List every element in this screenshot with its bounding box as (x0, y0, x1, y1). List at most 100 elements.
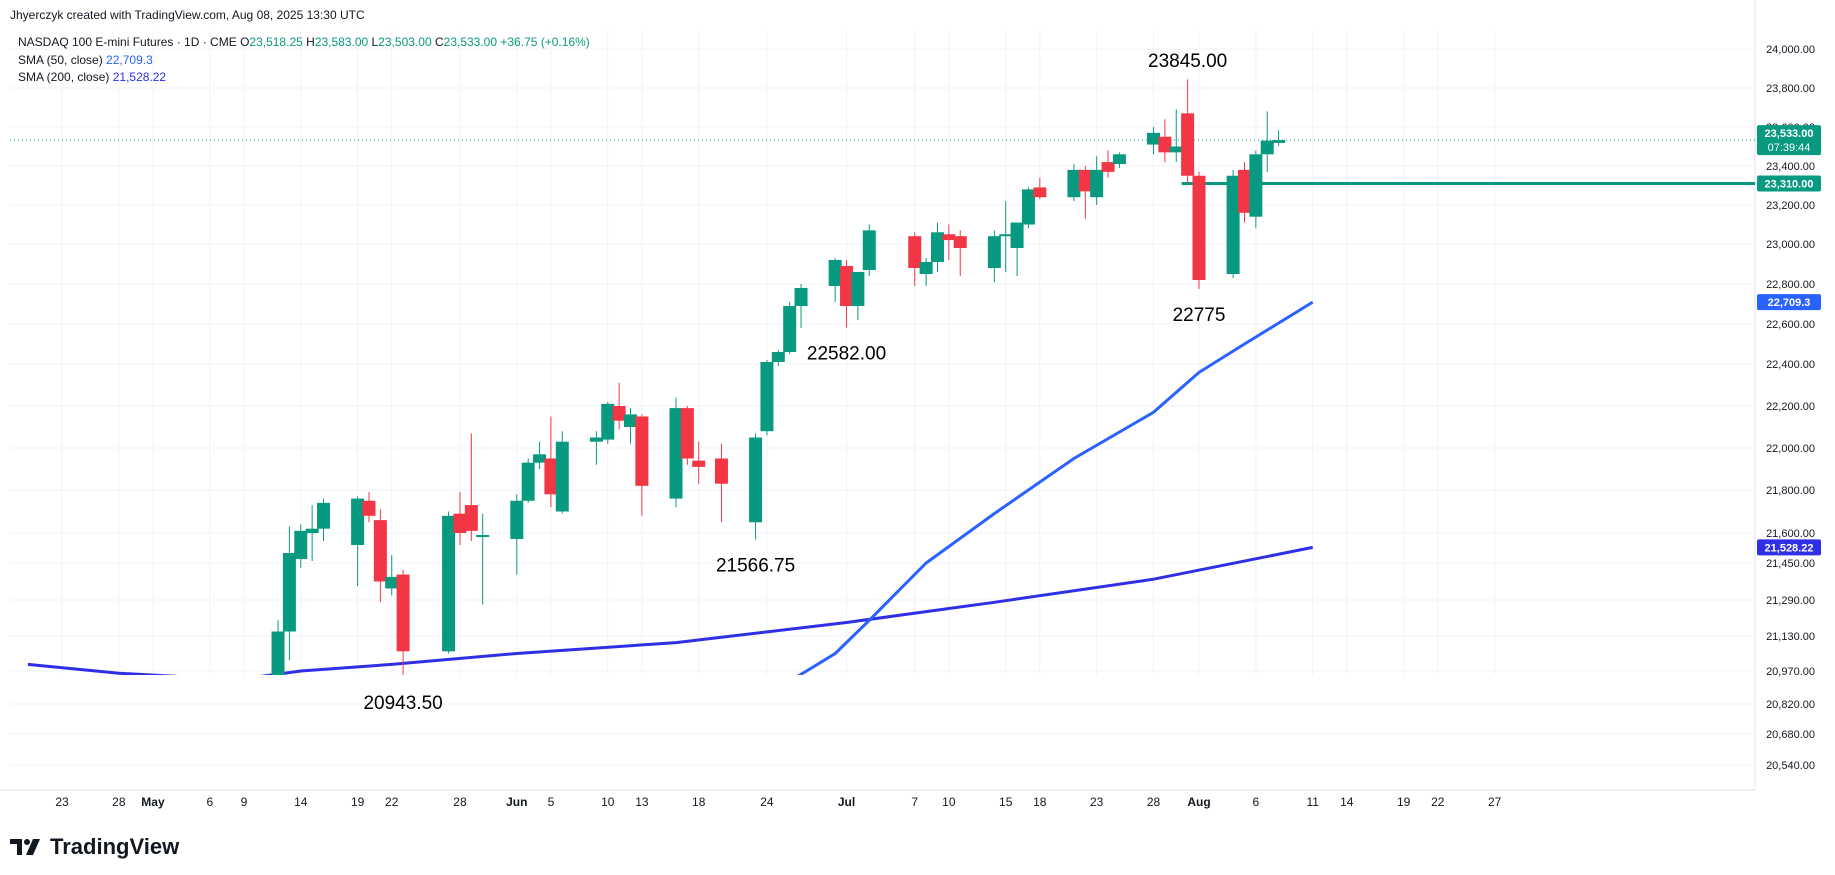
x-tick-label: 19 (1397, 795, 1411, 809)
x-tick-label: 23 (55, 795, 69, 809)
candle-body (510, 500, 524, 539)
tradingview-logo[interactable]: TradingView (10, 834, 179, 860)
candle-body (271, 631, 285, 675)
sma200-label: SMA (200, close) (18, 70, 110, 84)
x-tick-label: 5 (548, 795, 555, 809)
candle (1158, 119, 1172, 163)
candle (862, 224, 876, 276)
ohlc-open: O23,518.25 (240, 35, 303, 49)
candle-body (385, 576, 399, 589)
current-price-label: 23,533.00 07:39:44 (1757, 125, 1821, 156)
candle-body (669, 408, 683, 499)
ohlc-low: L23,503.00 (371, 35, 432, 49)
price-annotation: 23845.00 (1148, 51, 1227, 72)
candle-body (783, 306, 797, 352)
candle (305, 505, 319, 561)
y-tick-label: 23,000.00 (1766, 239, 1815, 251)
candle-body (1158, 136, 1172, 153)
x-tick-label: 28 (453, 795, 467, 809)
chart-credit: Jhyerczyk created with TradingView.com, … (10, 8, 365, 22)
candle-body (1226, 175, 1240, 274)
tradingview-logo-text: TradingView (50, 834, 180, 859)
y-tick-label: 21,450.00 (1766, 558, 1815, 570)
level-price-label-bg (1757, 175, 1821, 192)
candle-body (692, 460, 706, 467)
level-price-label-text: 23,310.00 (1765, 179, 1814, 191)
x-tick-label: 23 (1090, 795, 1104, 809)
y-tick-label: 20,540.00 (1766, 760, 1815, 772)
candle (851, 272, 865, 320)
candle (385, 555, 399, 596)
candle-body (1192, 175, 1206, 280)
candle-body (942, 234, 956, 241)
ohlc-high: H23,583.00 (306, 35, 369, 49)
candle (1237, 162, 1251, 223)
candle-body (601, 403, 615, 440)
price-annotation: 22582.00 (807, 344, 886, 365)
x-tick-label: 19 (351, 795, 365, 809)
candle (999, 201, 1013, 272)
candle-body (1112, 154, 1126, 165)
candle (680, 406, 694, 465)
x-tick-label: 22 (1431, 795, 1445, 809)
y-tick-label: 20,680.00 (1766, 729, 1815, 741)
sma50-axis-label: 22,709.3 (1757, 294, 1821, 311)
y-tick-label: 21,800.00 (1766, 485, 1815, 497)
candle (1090, 156, 1104, 205)
x-tick-label: 24 (760, 795, 774, 809)
x-tick-label: 6 (1253, 795, 1260, 809)
candle-body (373, 520, 387, 582)
x-tick-label: 11 (1306, 795, 1319, 809)
candle-body (749, 437, 763, 523)
candle (1181, 79, 1195, 184)
replay-marker-icon (656, 755, 674, 773)
candle (555, 431, 569, 514)
candle (1192, 171, 1206, 289)
x-tick-label: 15 (999, 795, 1013, 809)
candle (476, 513, 490, 605)
symbol-name: NASDAQ 100 E-mini Futures · 1D · CME (18, 35, 237, 49)
x-tick-label: 14 (294, 795, 308, 809)
y-tick-label: 22,800.00 (1766, 279, 1815, 291)
candle-body (464, 505, 478, 531)
candle (930, 222, 944, 272)
tradingview-logo-icon (10, 839, 40, 855)
candle-body (1090, 169, 1104, 198)
candle (624, 408, 637, 444)
candle (351, 496, 365, 587)
y-tick-label: 20,820.00 (1766, 699, 1815, 711)
candle (1101, 150, 1115, 178)
candle (294, 524, 308, 568)
sma200-legend[interactable]: SMA (200, close) 21,528.22 (18, 70, 166, 84)
sma200-axis-label-bg (1757, 539, 1821, 556)
sma50-label: SMA (50, close) (18, 53, 103, 67)
y-tick-label: 23,800.00 (1766, 83, 1815, 95)
candle-body (908, 236, 922, 268)
candle-body (635, 416, 649, 486)
sma200-line (27, 545, 1313, 675)
x-tick-label: 10 (601, 795, 615, 809)
candle-body (305, 528, 319, 533)
sma50-legend[interactable]: SMA (50, close) 22,709.3 (18, 53, 153, 67)
candle-body (1078, 169, 1092, 192)
candle (760, 360, 774, 436)
candle-body (612, 406, 626, 421)
candle-body (919, 262, 933, 274)
sma50-value: 22,709.3 (106, 53, 153, 67)
sma200-value: 21,528.22 (112, 70, 167, 84)
candle-body (1010, 222, 1024, 248)
candle-body (589, 437, 603, 442)
x-tick-label: 6 (206, 795, 213, 809)
candle-body (1260, 140, 1274, 155)
candle-body (1147, 132, 1161, 145)
x-tick-label: Jun (506, 795, 527, 809)
candle (1147, 127, 1161, 155)
candle-body (351, 498, 365, 545)
candle-body (1272, 140, 1286, 143)
sma200-axis-label-text: 21,528.22 (1765, 542, 1814, 554)
candle (987, 230, 1001, 282)
y-tick-label: 21,130.00 (1766, 631, 1815, 643)
current-price-label-bg (1757, 125, 1821, 156)
candle-body (544, 458, 558, 495)
